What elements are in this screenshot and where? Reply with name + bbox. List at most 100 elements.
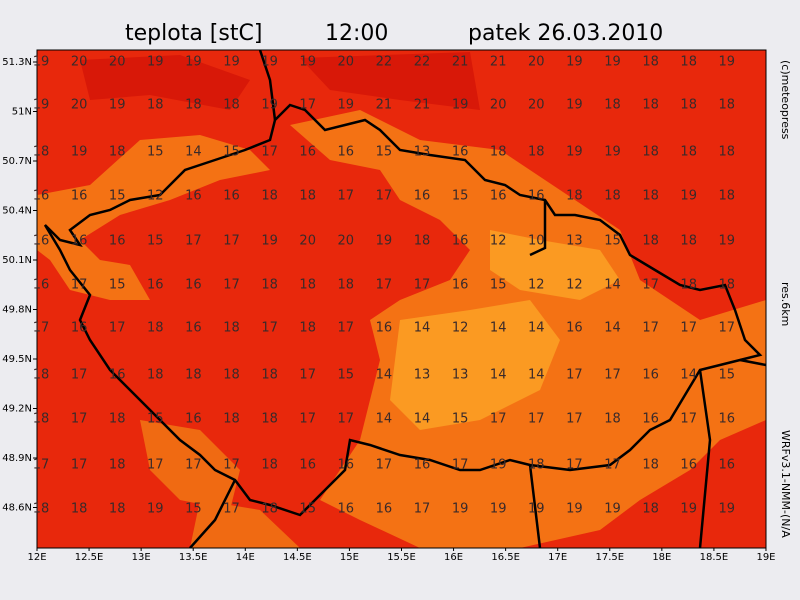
grid-value: 15 (109, 189, 126, 204)
grid-value: 18 (71, 502, 88, 517)
grid-value: 20 (71, 98, 88, 113)
grid-value: 16 (71, 189, 88, 204)
grid-value: 12 (490, 234, 507, 249)
lon-label: 14E (236, 552, 255, 563)
grid-value: 12 (147, 189, 164, 204)
grid-value: 19 (223, 55, 240, 70)
grid-value: 17 (566, 458, 583, 473)
grid-value: 18 (109, 412, 126, 427)
lon-label: 17.5E (595, 552, 624, 563)
grid-value: 17 (223, 502, 240, 517)
grid-value: 17 (566, 368, 583, 383)
grid-value: 16 (642, 368, 659, 383)
grid-value: 16 (338, 145, 355, 160)
grid-value: 16 (185, 189, 202, 204)
grid-value: 17 (604, 458, 621, 473)
resolution: res.6km (779, 282, 792, 326)
grid-value: 14 (604, 278, 621, 293)
grid-value: 17 (299, 368, 316, 383)
grid-value: 14 (414, 412, 431, 427)
grid-value: 17 (109, 321, 126, 336)
grid-value: 22 (376, 55, 393, 70)
grid-value: 17 (604, 368, 621, 383)
grid-value: 15 (490, 278, 507, 293)
grid-value: 17 (528, 412, 545, 427)
grid-value: 16 (109, 234, 126, 249)
lat-label: 48.6N (2, 503, 32, 514)
grid-value: 17 (338, 189, 355, 204)
grid-value: 15 (299, 502, 316, 517)
grid-value: 18 (147, 368, 164, 383)
grid-value: 12 (452, 321, 469, 336)
grid-value: 16 (376, 502, 393, 517)
grid-value: 18 (109, 145, 126, 160)
neighbor-border (189, 50, 766, 548)
lon-label: 17E (548, 552, 567, 563)
grid-value: 19 (376, 234, 393, 249)
grid-value: 18 (338, 278, 355, 293)
lat-label: 50.4N (2, 206, 32, 217)
grid-value: 16 (528, 189, 545, 204)
grid-value: 18 (33, 368, 50, 383)
lon-label: 13.5E (179, 552, 208, 563)
country-border (43, 103, 763, 517)
lon-label: 18E (652, 552, 671, 563)
grid-value: 16 (566, 321, 583, 336)
grid-value: 17 (223, 458, 240, 473)
grid-value: 16 (33, 189, 50, 204)
grid-value: 18 (642, 234, 659, 249)
grid-value: 18 (185, 98, 202, 113)
grid-value: 14 (376, 368, 393, 383)
grid-value: 18 (261, 368, 278, 383)
grid-value: 16 (109, 368, 126, 383)
grid-value: 18 (680, 234, 697, 249)
grid-value: 14 (604, 321, 621, 336)
grid-value: 16 (71, 234, 88, 249)
grid-value: 19 (299, 55, 316, 70)
grid-value: 19 (719, 234, 736, 249)
grid-value: 17 (299, 98, 316, 113)
lon-label: 16E (444, 552, 463, 563)
grid-value: 20 (338, 55, 355, 70)
grid-value: 19 (185, 55, 202, 70)
axes: 51.3N 51N 50.7N 50.4N 50.1N 49.8N 49.5N 49.2N 48… (2, 57, 775, 563)
grid-value: 17 (376, 458, 393, 473)
grid-value: 18 (719, 145, 736, 160)
grid-value: 18 (680, 55, 697, 70)
grid-value: 16 (719, 458, 736, 473)
model-name: WRFv3.1-NMM-(N/A (779, 430, 792, 538)
grid-value: 21 (414, 98, 431, 113)
grid-value: 21 (490, 55, 507, 70)
grid-value: 18 (299, 189, 316, 204)
lat-label: 49.2N (2, 404, 32, 415)
grid-value: 16 (71, 321, 88, 336)
grid-value: 14 (185, 145, 202, 160)
grid-value: 20 (528, 98, 545, 113)
grid-value: 14 (414, 321, 431, 336)
grid-value: 18 (261, 458, 278, 473)
grid-value: 20 (109, 55, 126, 70)
lon-label: 19E (756, 552, 775, 563)
grid-value: 17 (71, 412, 88, 427)
grid-value: 17 (33, 321, 50, 336)
grid-value: 19 (33, 55, 50, 70)
grid-value: 16 (33, 234, 50, 249)
grid-value: 17 (452, 458, 469, 473)
grid-value: 16 (223, 189, 240, 204)
grid-value: 17 (376, 189, 393, 204)
grid-value: 18 (490, 145, 507, 160)
grid-value: 18 (223, 412, 240, 427)
lon-label: 18.5E (700, 552, 729, 563)
cool-patch (140, 420, 300, 548)
grid-value: 14 (680, 368, 697, 383)
grid-value: 19 (680, 189, 697, 204)
grid-value: 15 (376, 145, 393, 160)
grid-value: 18 (566, 189, 583, 204)
grid-value: 16 (338, 502, 355, 517)
grid-value: 17 (71, 458, 88, 473)
grid-value: 18 (261, 502, 278, 517)
grid-value: 19 (338, 98, 355, 113)
cool-patch (37, 135, 270, 300)
grid-value: 15 (338, 368, 355, 383)
